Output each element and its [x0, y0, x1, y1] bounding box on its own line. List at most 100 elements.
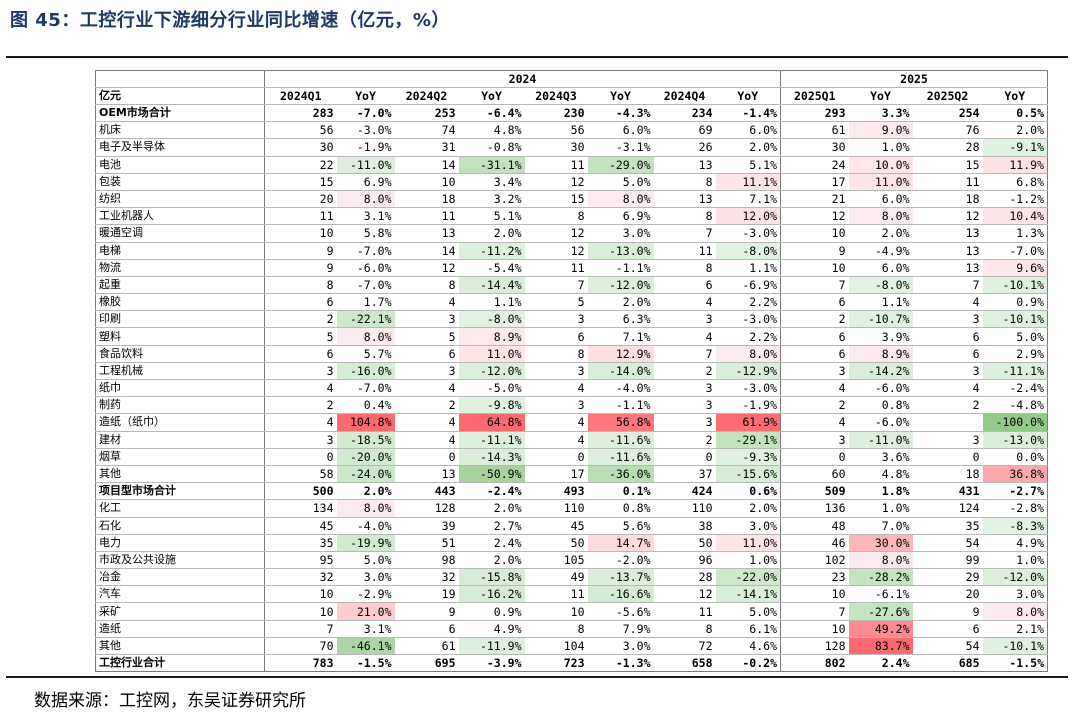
yoy-cell: -50.9%	[458, 465, 525, 484]
yoy-cell: 7.0%	[848, 517, 913, 535]
table-row: 化工 134 8.0% 128 2.0% 110 0.8% 110 2.0% 136 1.0% 124…	[95, 499, 1048, 518]
table-row: 电力 35 -19.9% 51 2.4% 50 14.7% 50 11.0% 46 30.0% 54 4…	[95, 534, 1048, 552]
value-cell: 102	[780, 551, 849, 570]
yoy-cell: 4.8%	[458, 121, 525, 140]
yoy-cell: -3.0%	[715, 379, 781, 398]
yoy-cell: 8.0%	[587, 190, 654, 209]
yoy-cell: 12.0%	[715, 207, 781, 226]
value-cell: 8	[653, 173, 716, 191]
yoy-cell: 6.9%	[336, 173, 395, 191]
yoy-cell: -7.0%	[336, 379, 395, 398]
row-label: 制药	[95, 396, 265, 415]
yoy-cell: 2.0%	[715, 138, 781, 157]
data-table: 2024 2025 亿元 2024Q1 YoY 2024Q2 YoY 2024Q3 YoY 202…	[95, 70, 1048, 673]
row-label: 电力	[95, 534, 265, 552]
value-cell: 254	[912, 104, 983, 123]
yoy-cell: -36.0%	[587, 465, 654, 484]
value-cell: 18	[912, 190, 983, 209]
value-cell: 234	[653, 104, 716, 123]
value-cell: 13	[912, 242, 983, 260]
yoy-cell: 1.3%	[982, 224, 1048, 243]
yoy-cell: -6.1%	[848, 585, 913, 604]
yoy-cell: 5.1%	[715, 156, 781, 174]
yoy-cell: 5.0%	[982, 327, 1048, 346]
yoy-cell: -1.5%	[982, 654, 1048, 673]
value-cell: 128	[780, 637, 849, 656]
yoy-cell: -7.0%	[982, 242, 1048, 260]
yoy-cell: -6.0%	[336, 259, 395, 277]
row-label: 塑料	[95, 327, 265, 346]
header-corner-cell	[95, 70, 265, 88]
value-cell: 14	[394, 156, 459, 174]
value-cell: 4	[524, 431, 588, 449]
value-cell: 6	[780, 345, 849, 363]
yoy-cell: 4.9%	[982, 534, 1048, 552]
yoy-cell: 1.7%	[336, 293, 395, 312]
yoy-cell: -3.0%	[336, 121, 395, 140]
value-cell: 95	[264, 551, 337, 570]
yoy-cell: 7.1%	[587, 327, 654, 346]
value-cell: 14	[394, 242, 459, 260]
value-cell: 24	[780, 156, 849, 174]
yoy-cell: 2.0%	[458, 499, 525, 518]
value-cell: 4	[264, 413, 337, 432]
value-cell: 2	[653, 431, 716, 449]
value-cell: 12	[394, 259, 459, 277]
yoy-cell: -2.9%	[336, 585, 395, 604]
value-cell: 8	[653, 259, 716, 277]
yoy-cell: 83.7%	[848, 637, 913, 656]
value-cell: 3	[653, 379, 716, 398]
value-cell: 5	[264, 327, 337, 346]
yoy-cell: -11.9%	[458, 637, 525, 656]
value-cell: 3	[912, 310, 983, 329]
value-cell: 4	[653, 327, 716, 346]
yoy-cell: -14.2%	[848, 362, 913, 381]
value-cell: 51	[394, 534, 459, 552]
value-cell: 2	[264, 310, 337, 329]
value-cell: 15	[264, 173, 337, 191]
value-cell: 61	[780, 121, 849, 140]
yoy-cell: 3.0%	[715, 517, 781, 535]
value-cell: 45	[524, 517, 588, 535]
yoy-cell: 2.1%	[982, 620, 1048, 638]
yoy-cell: 5.1%	[458, 207, 525, 226]
column-header: YoY	[848, 87, 913, 105]
yoy-cell: 7.1%	[715, 190, 781, 209]
value-cell: 74	[394, 121, 459, 140]
table-row: 建材 3 -18.5% 4 -11.1% 4 -11.6% 2 -29.1% 3 -11.0% 3 -1…	[95, 431, 1048, 449]
yoy-cell: -1.4%	[715, 104, 781, 123]
value-cell: 8	[653, 207, 716, 226]
table-row: 汽车 10 -2.9% 19 -16.2% 11 -16.6% 12 -14.1% 10 -6.1%…	[95, 585, 1048, 604]
value-cell: 10	[264, 602, 337, 621]
yoy-cell: 3.0%	[587, 224, 654, 243]
yoy-cell: -13.7%	[587, 568, 654, 587]
column-header: 2024Q1	[264, 87, 337, 105]
yoy-cell: -19.9%	[336, 534, 395, 552]
value-cell: 61	[394, 637, 459, 656]
table-row: 起重 8 -7.0% 8 -14.4% 7 -12.0% 6 -6.9% 7 -8.0% 7 -10.1…	[95, 276, 1048, 295]
yoy-cell: 56.8%	[587, 413, 654, 432]
value-cell: 6	[394, 620, 459, 638]
yoy-cell: -29.1%	[715, 431, 781, 449]
value-cell: 32	[394, 568, 459, 587]
yoy-cell: 6.0%	[587, 121, 654, 140]
yoy-cell: 8.0%	[336, 327, 395, 346]
value-cell: 0	[780, 448, 849, 466]
table-row: 纺织 20 8.0% 18 3.2% 15 8.0% 13 7.1% 21 6.0% 18 -1.2%	[95, 190, 1048, 209]
value-cell: 8	[264, 276, 337, 295]
yoy-cell: -11.6%	[587, 431, 654, 449]
yoy-cell: -12.0%	[982, 568, 1048, 587]
value-cell: 3	[653, 396, 716, 415]
yoy-cell: 2.9%	[982, 345, 1048, 363]
value-cell: 695	[394, 654, 459, 673]
yoy-cell: 8.0%	[848, 207, 913, 226]
row-label: OEM市场合计	[95, 104, 265, 123]
yoy-cell: 0.9%	[982, 293, 1048, 312]
value-cell: 802	[780, 654, 849, 673]
row-label: 造纸（纸巾）	[95, 413, 265, 432]
yoy-cell: 0.0%	[982, 448, 1048, 466]
yoy-cell: 11.0%	[715, 534, 781, 552]
table-row: 工程机械 3 -16.0% 3 -12.0% 3 -14.0% 2 -12.9% 3 -14.2% 3…	[95, 362, 1048, 381]
value-cell: 134	[264, 499, 337, 518]
value-cell: 13	[394, 224, 459, 243]
